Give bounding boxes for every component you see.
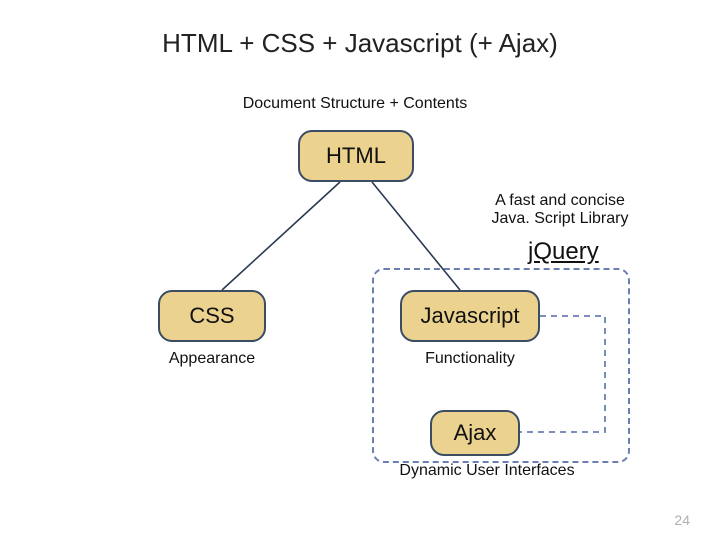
slide-canvas: HTML + CSS + Javascript (+ Ajax) Documen… (0, 0, 720, 540)
ajax-caption: Dynamic User Interfaces (392, 462, 582, 480)
jquery-caption: A fast and concise Java. Script Library (460, 192, 660, 228)
css-caption: Appearance (158, 350, 266, 368)
node-html: HTML (298, 130, 414, 182)
jquery-caption-line2: Java. Script Library (492, 210, 629, 227)
jquery-label: jQuery (528, 238, 599, 266)
slide-title: HTML + CSS + Javascript (+ Ajax) (0, 28, 720, 59)
html-caption: Document Structure + Contents (210, 95, 500, 113)
node-ajax: Ajax (430, 410, 520, 456)
page-number: 24 (674, 512, 690, 528)
node-css: CSS (158, 290, 266, 342)
node-js: Javascript (400, 290, 540, 342)
jquery-caption-line1: A fast and concise (495, 192, 625, 209)
